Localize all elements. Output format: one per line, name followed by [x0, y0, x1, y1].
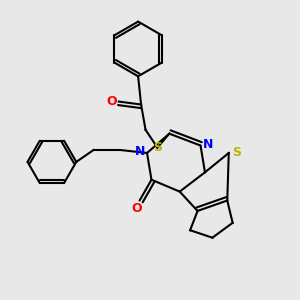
Text: S: S [232, 146, 241, 160]
Text: O: O [106, 95, 117, 108]
Text: N: N [203, 138, 213, 151]
Text: N: N [134, 145, 145, 158]
Text: S: S [153, 141, 162, 154]
Text: O: O [131, 202, 142, 215]
